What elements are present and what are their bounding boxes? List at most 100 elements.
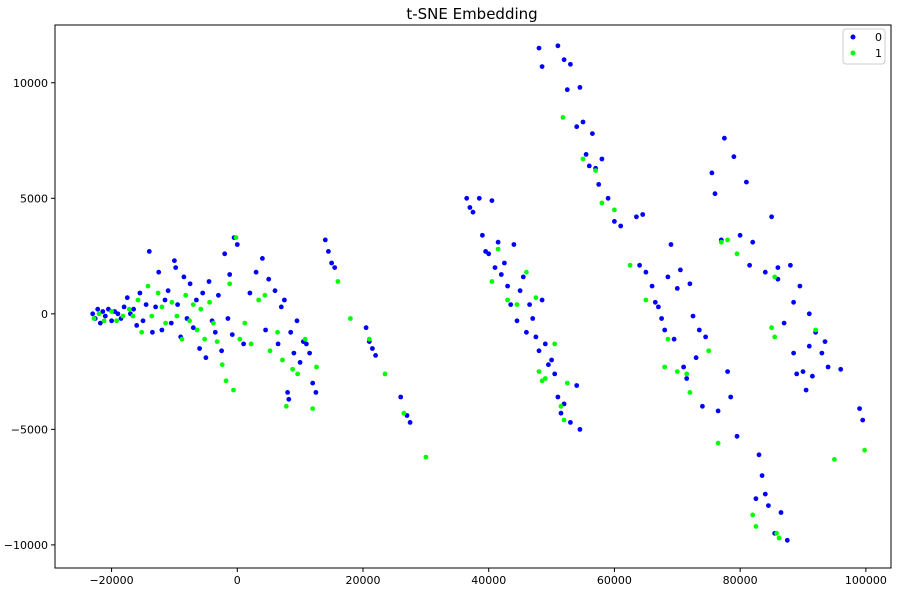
- scatter-point-series-0: [652, 299, 658, 305]
- scatter-point-series-1: [684, 371, 690, 377]
- scatter-point-series-0: [131, 306, 137, 312]
- scatter-point-series-0: [121, 304, 127, 310]
- scatter-point-series-1: [149, 313, 155, 319]
- scatter-point-series-0: [744, 179, 749, 185]
- scatter-point-series-0: [332, 265, 338, 270]
- scatter-point-series-1: [423, 454, 429, 460]
- scatter-point-series-0: [517, 288, 523, 294]
- scatter-point-series-1: [227, 281, 233, 287]
- scatter-point-series-0: [190, 325, 196, 331]
- scatter-point-series-0: [546, 362, 551, 368]
- scatter-point-series-1: [564, 380, 570, 386]
- scatter-point-series-0: [552, 371, 558, 377]
- scatter-point-series-1: [130, 313, 136, 319]
- plot-area-frame: [54, 24, 892, 569]
- scatter-point-series-0: [294, 318, 300, 324]
- scatter-point-series-0: [734, 433, 740, 439]
- scatter-point-series-0: [693, 355, 699, 361]
- scatter-point-series-0: [596, 182, 602, 187]
- scatter-point-series-1: [674, 369, 680, 374]
- scatter-point-series-0: [194, 297, 199, 303]
- scatter-point-series-0: [467, 205, 473, 210]
- scatter-point-series-0: [750, 239, 756, 245]
- scatter-point-series-0: [577, 427, 583, 432]
- y-tick-label: 10000: [13, 77, 48, 90]
- scatter-point-series-1: [813, 327, 818, 333]
- scatter-point-series-0: [533, 334, 539, 340]
- scatter-point-series-1: [643, 297, 649, 303]
- scatter-point-series-0: [310, 380, 316, 386]
- y-tick-label: −10000: [4, 539, 48, 552]
- scatter-point-series-0: [272, 288, 278, 294]
- scatter-point-series-0: [464, 195, 470, 201]
- scatter-point-series-0: [539, 297, 545, 303]
- scatter-point-series-0: [216, 292, 221, 298]
- scatter-point-series-0: [203, 355, 209, 361]
- scatter-point-series-1: [665, 336, 671, 342]
- x-tick-label: 0: [234, 574, 241, 587]
- scatter-point-series-1: [753, 524, 759, 529]
- scatter-point-series-1: [718, 239, 724, 245]
- scatter-point-series-1: [183, 292, 189, 298]
- scatter-point-series-0: [508, 302, 514, 307]
- scatter-point-series-0: [574, 383, 580, 388]
- scatter-point-series-0: [715, 408, 721, 414]
- scatter-point-series-0: [219, 348, 225, 354]
- scatter-point-series-0: [492, 265, 498, 270]
- scatter-point-series-0: [775, 265, 781, 270]
- scatter-point-series-1: [233, 235, 239, 241]
- scatter-point-series-1: [207, 299, 213, 305]
- scatter-point-series-0: [489, 198, 495, 204]
- scatter-point-series-0: [810, 373, 815, 379]
- scatter-point-series-0: [90, 311, 96, 317]
- scatter-point-series-0: [665, 274, 671, 280]
- scatter-point-series-1: [524, 269, 529, 275]
- chart-title: t-SNE Embedding: [406, 5, 537, 23]
- scatter-point-series-1: [776, 535, 782, 541]
- scatter-point-series-0: [102, 313, 108, 319]
- scatter-point-series-0: [253, 269, 259, 275]
- scatter-point-series-0: [530, 316, 536, 321]
- scatter-point-series-0: [520, 274, 526, 280]
- scatter-point-series-0: [612, 219, 617, 224]
- scatter-point-series-1: [302, 336, 308, 342]
- scatter-point-series-0: [674, 286, 680, 291]
- scatter-point-series-1: [561, 417, 567, 423]
- scatter-point-series-0: [153, 304, 159, 310]
- scatter-point-series-0: [794, 371, 800, 377]
- scatter-point-series-1: [536, 369, 542, 374]
- x-tick-label: 80000: [723, 574, 758, 587]
- scatter-point-series-0: [200, 290, 206, 296]
- scatter-point-series-1: [533, 295, 539, 301]
- legend-label-1: 1: [875, 47, 882, 60]
- scatter-point-series-0: [803, 387, 809, 393]
- scatter-point-series-0: [564, 87, 570, 93]
- scatter-point-series-0: [737, 232, 743, 238]
- scatter-point-series-0: [181, 274, 187, 280]
- axis-ticks: −20000 0 20000 40000 60000 80000 100000−10000−…: [4, 77, 887, 587]
- x-tick-label: −20000: [89, 574, 133, 587]
- scatter-point-series-1: [495, 246, 501, 252]
- scatter-point-series-1: [580, 156, 586, 162]
- scatter-point-series-1: [179, 336, 185, 342]
- legend: 0 1: [842, 28, 886, 65]
- scatter-point-series-1: [401, 410, 407, 416]
- scatter-point-series-1: [248, 341, 254, 347]
- scatter-point-series-1: [187, 318, 192, 324]
- scatter-point-series-1: [96, 311, 102, 317]
- scatter-point-series-0: [722, 135, 727, 141]
- scatter-point-series-0: [322, 237, 328, 243]
- scatter-point-series-0: [662, 327, 668, 333]
- scatter-point-series-0: [140, 318, 146, 324]
- scatter-point-series-0: [539, 64, 545, 69]
- scatter-point-series-0: [766, 503, 771, 508]
- scatter-point-series-0: [326, 249, 331, 254]
- scatter-point-series-0: [260, 256, 265, 261]
- scatter-point-series-1: [159, 304, 165, 310]
- scatter-point-series-0: [684, 376, 690, 381]
- scatter-point-series-1: [552, 341, 558, 347]
- scatter-point-series-1: [725, 237, 730, 243]
- scatter-point-series-0: [555, 43, 561, 49]
- scatter-point-series-0: [703, 334, 708, 340]
